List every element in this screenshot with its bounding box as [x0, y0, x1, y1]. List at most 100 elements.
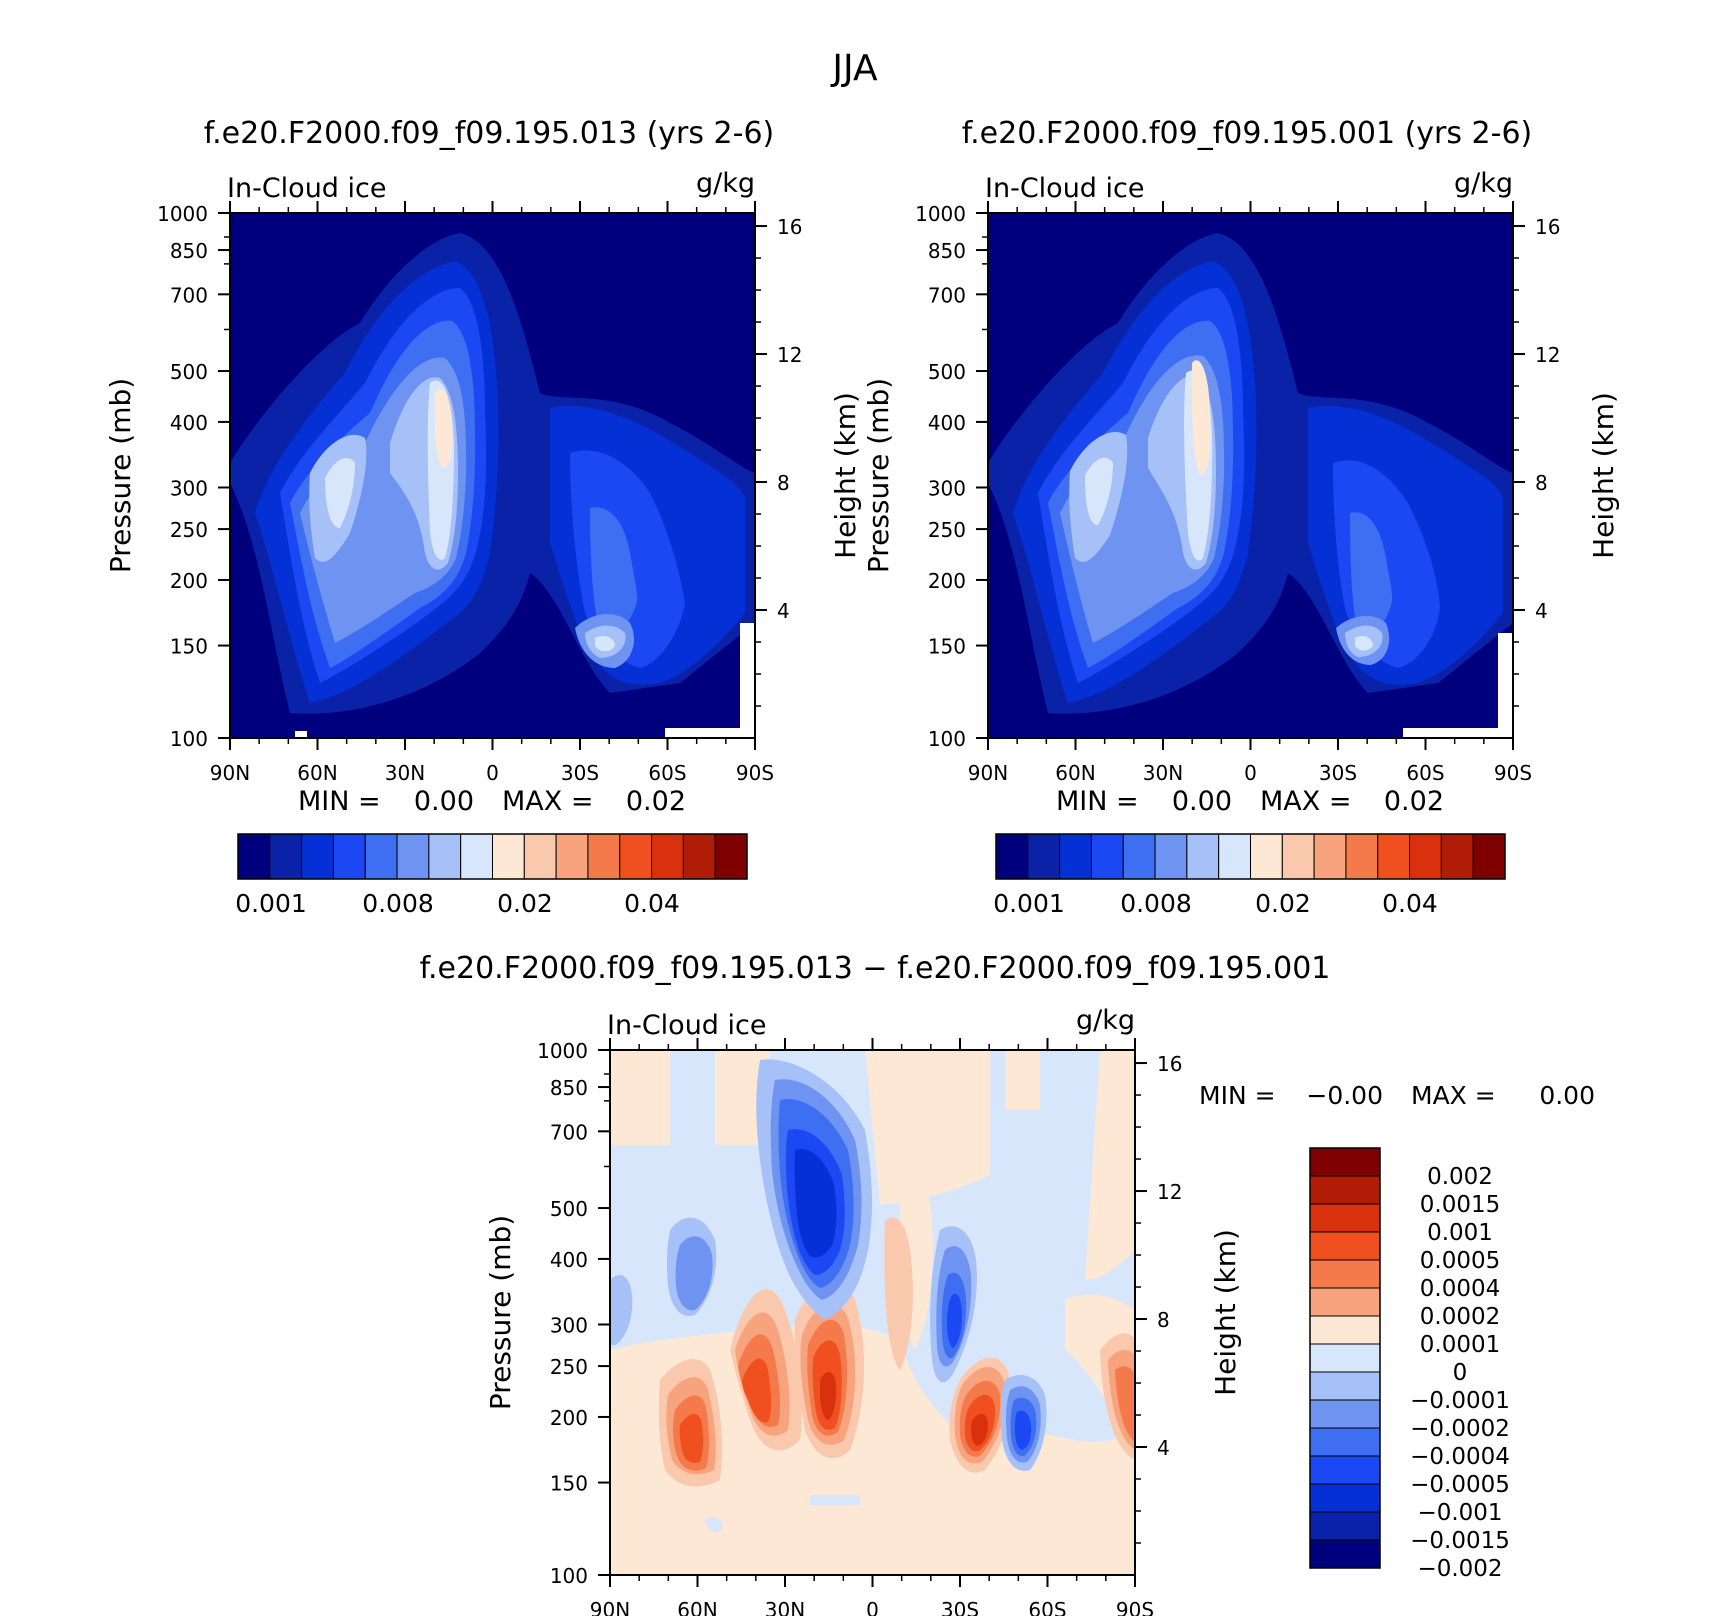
- figure-title: JJA: [830, 48, 878, 89]
- y-tick-label: 250: [928, 518, 966, 542]
- max-value: 0.02: [626, 786, 686, 817]
- colorbar-frame: [1309, 1147, 1381, 1569]
- x-tick-label: 60N: [297, 761, 337, 785]
- colorbar-swatch: [428, 833, 462, 880]
- colorbar-swatch: [1309, 1399, 1381, 1429]
- colorbar-swatch: [714, 833, 748, 880]
- x-tick-label: 60S: [648, 761, 686, 785]
- height-tick-label: 16: [1535, 215, 1560, 239]
- x-tick-label: 90S: [1116, 1598, 1154, 1616]
- height-tick-label: 8: [777, 471, 790, 495]
- contour-field: [610, 1050, 1135, 1575]
- colorbar-label: −0.0002: [1410, 1416, 1510, 1442]
- y-tick-label: 150: [170, 635, 208, 659]
- colorbar-swatch: [1309, 1455, 1381, 1485]
- y-axis-title: Pressure (mb): [484, 1215, 517, 1410]
- colorbar-swatch: [1309, 1259, 1381, 1289]
- y-tick-label: 1000: [157, 202, 208, 226]
- missing-data-patch: [1498, 633, 1513, 738]
- y-tick-label: 200: [928, 569, 966, 593]
- colorbar-label: 0.0004: [1420, 1276, 1500, 1302]
- colorbar-swatch: [1090, 833, 1124, 880]
- panel-title: f.e20.F2000.f09_f09.195.001 (yrs 2-6): [962, 116, 1532, 151]
- contour-level-6: [309, 377, 626, 658]
- variable-label: In-Cloud ice: [607, 1010, 766, 1041]
- colorbar-swatch: [1309, 1511, 1381, 1541]
- colorbar-label: −0.0004: [1410, 1444, 1510, 1470]
- colorbar-swatch: [1281, 833, 1315, 880]
- y-tick-label: 150: [550, 1472, 588, 1496]
- y-tick-label: 300: [170, 477, 208, 501]
- units-label: g/kg: [696, 168, 755, 199]
- right-axis-title: Height (km): [1209, 1229, 1242, 1396]
- colorbar-frame: [995, 833, 1506, 880]
- colorbar-swatch: [1309, 1483, 1381, 1513]
- axes: 100 150 200 250 300 400 500 700 850 1000 16 12 8 4 90N…: [484, 1038, 1242, 1616]
- x-tick-label: 30N: [1143, 761, 1183, 785]
- colorbar-swatch: [587, 833, 621, 880]
- y-axis-title: Pressure (mb): [862, 378, 895, 573]
- y-tick-label: 200: [550, 1406, 588, 1430]
- y-tick-label: 250: [170, 518, 208, 542]
- colorbar-swatch: [1059, 833, 1092, 880]
- x-tick-label: 90N: [590, 1598, 630, 1616]
- y-axis-title: Pressure (mb): [104, 378, 137, 573]
- colorbar: [237, 833, 748, 880]
- height-tick-label: 8: [1535, 471, 1548, 495]
- y-tick-label: 300: [928, 477, 966, 501]
- max-label: MAX =: [1260, 786, 1351, 817]
- x-tick-label: 60N: [677, 1598, 717, 1616]
- panel-run-013: f.e20.F2000.f09_f09.195.013 (yrs 2-6) In…: [104, 116, 862, 918]
- x-tick-label: 0: [1244, 761, 1257, 785]
- y-tick-label: 700: [928, 283, 966, 307]
- min-label: MIN =: [1199, 1081, 1276, 1110]
- max-value: 0.00: [1539, 1081, 1595, 1110]
- y-tick-label: 1000: [537, 1039, 588, 1063]
- colorbar-swatch: [1027, 833, 1061, 880]
- min-label: MIN =: [298, 786, 381, 817]
- colorbar-swatch: [460, 833, 493, 880]
- y-tick-label: 850: [928, 239, 966, 263]
- colorbar-label: 0.008: [362, 889, 434, 918]
- colorbar-label: −0.0005: [1410, 1472, 1510, 1498]
- x-tick-label: 90N: [968, 761, 1008, 785]
- colorbar-label: 0.0002: [1420, 1304, 1500, 1330]
- variable-label: In-Cloud ice: [227, 173, 386, 204]
- y-tick-label: 150: [928, 635, 966, 659]
- y-tick-label: 400: [550, 1248, 588, 1272]
- colorbar-swatch: [995, 833, 1029, 880]
- y-tick-label: 250: [550, 1355, 588, 1379]
- contour-field: [988, 213, 1513, 738]
- x-tick-label: 30S: [561, 761, 599, 785]
- colorbar-label: 0.0001: [1420, 1332, 1500, 1358]
- height-tick-label: 16: [1157, 1052, 1182, 1076]
- colorbar-label: 0.04: [1382, 889, 1438, 918]
- x-tick-label: 90S: [736, 761, 774, 785]
- diff-level-pos-0010: [679, 1340, 996, 1463]
- x-tick-label: 90S: [1494, 761, 1532, 785]
- x-tick-label: 90N: [210, 761, 250, 785]
- colorbar-swatch: [523, 833, 557, 880]
- colorbar-label: 0.02: [497, 889, 553, 918]
- colorbar-frame: [237, 833, 748, 880]
- colorbar-label: −0.001: [1417, 1500, 1502, 1526]
- min-value: 0.00: [414, 786, 474, 817]
- y-tick-label: 400: [928, 411, 966, 435]
- x-tick-label: 60S: [1406, 761, 1444, 785]
- colorbar-swatch: [1309, 1231, 1381, 1261]
- colorbar-swatch: [1309, 1147, 1381, 1177]
- colorbar-swatch: [1309, 1287, 1381, 1317]
- colorbar-label: −0.0015: [1410, 1528, 1510, 1554]
- diff-level-neg-0015: [794, 1148, 837, 1258]
- missing-data-patch: [665, 728, 755, 738]
- contour-field: [230, 213, 755, 738]
- x-tick-label: 0: [486, 761, 499, 785]
- colorbar-swatch: [1122, 833, 1156, 880]
- x-tick-label: 0: [866, 1598, 879, 1616]
- colorbar-swatch: [1186, 833, 1220, 880]
- colorbar-swatch: [1472, 833, 1506, 880]
- colorbar-swatch: [301, 833, 334, 880]
- colorbar-swatch: [1309, 1203, 1381, 1233]
- colorbar-label: 0.002: [1427, 1164, 1493, 1190]
- colorbar-swatch: [1250, 833, 1283, 880]
